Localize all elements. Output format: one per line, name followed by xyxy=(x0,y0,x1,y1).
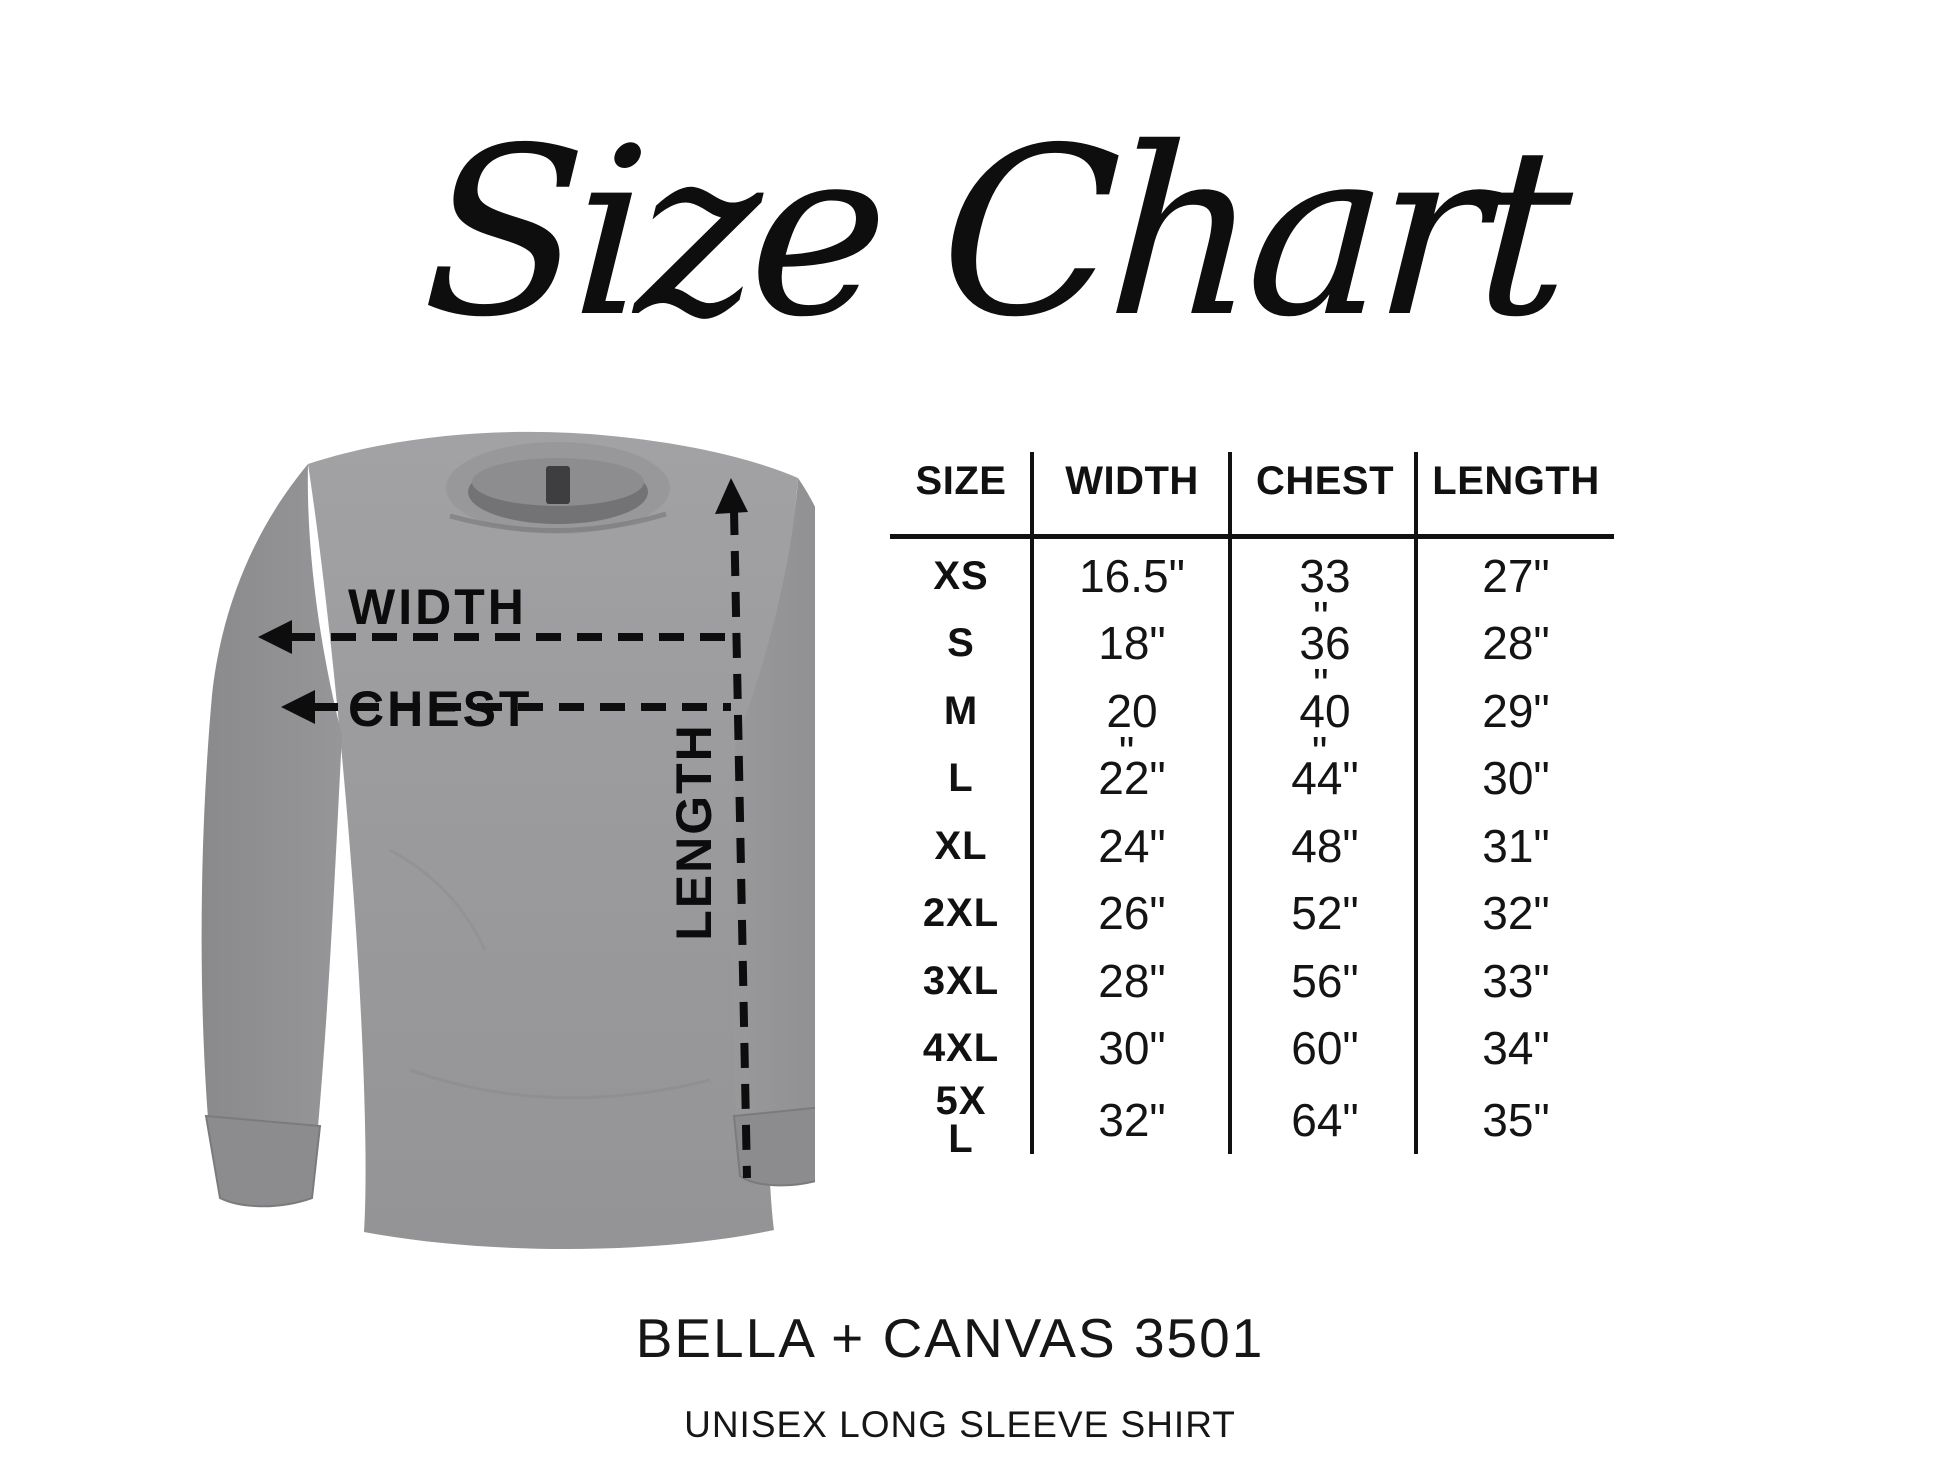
width-cell: 22" " xyxy=(1098,727,1166,805)
table-row: 4XL 30" 60" 34" xyxy=(890,1015,1614,1083)
width-cell: 16.5" xyxy=(1079,549,1185,602)
width-cell: 32" xyxy=(1098,1094,1166,1146)
length-cell: 34" xyxy=(1482,1022,1550,1075)
size-cell: 4XL xyxy=(922,1026,1000,1071)
collar-shadow xyxy=(449,511,667,533)
width-cell: 30" xyxy=(1098,1022,1166,1075)
table-row: S 18" 36 " 28" xyxy=(890,592,1614,678)
shirt-right-sleeve xyxy=(732,478,815,1118)
inch-mark-above: " xyxy=(1313,592,1329,642)
chest-cell: 48" xyxy=(1291,819,1359,872)
size-cell: XL xyxy=(934,823,988,868)
size-table: SIZE WIDTH CHEST LENGTH XS 16.5" 33 27" S 18"… xyxy=(890,450,1620,1230)
chest-cell: 64" xyxy=(1291,1094,1359,1146)
table-header-row: SIZE WIDTH CHEST LENGTH xyxy=(890,450,1614,512)
table-row: XL 24" 48" 31" xyxy=(890,812,1614,880)
table-row: XS 16.5" 33 27" xyxy=(890,542,1614,610)
size-table-rows: XS 16.5" 33 27" S 18" 36 " 28" M 20 40 " 29" L 22" " 44" "… xyxy=(890,542,1614,1159)
width-cell: 18" xyxy=(1098,617,1166,670)
chest-cell: 52" xyxy=(1291,887,1359,940)
size-cell: 2XL xyxy=(922,891,1000,936)
table-column-divider xyxy=(1030,452,1034,1154)
table-row: M 20 40 " 29" xyxy=(890,660,1614,745)
size-cell: L xyxy=(948,756,974,801)
inch-mark-above: " xyxy=(1311,727,1328,777)
wrinkle-line xyxy=(389,848,487,951)
table-row: 5X L 32" 64" 35" xyxy=(890,1081,1614,1159)
shirt-body xyxy=(308,431,798,1250)
length-cell: 28" xyxy=(1482,617,1550,670)
width-cell: 28" xyxy=(1098,954,1166,1007)
chest-cell: 44" " xyxy=(1291,727,1359,805)
chest-cell: 60" xyxy=(1291,1022,1359,1075)
header-chest: CHEST xyxy=(1255,458,1395,503)
length-cell: 31" xyxy=(1482,819,1550,872)
size-chart-title: Size Chart xyxy=(418,98,1568,368)
table-header-divider xyxy=(890,534,1614,539)
size-cell: S xyxy=(947,621,975,666)
table-row: 3XL 28" 56" 33" xyxy=(890,947,1614,1015)
length-cell: 32" xyxy=(1482,887,1550,940)
length-cell: 35" xyxy=(1482,1094,1550,1146)
length-cell: 30" xyxy=(1482,752,1550,805)
chest-cell: 56" xyxy=(1291,954,1359,1007)
chest-cell: 40 " xyxy=(1299,660,1351,737)
table-row: L 22" " 44" " 30" xyxy=(890,727,1614,813)
header-length: LENGTH xyxy=(1432,458,1600,503)
inch-mark-above: " xyxy=(1118,727,1135,777)
table-row: 2XL 26" 52" 32" xyxy=(890,880,1614,948)
size-cell: 5X L xyxy=(935,1079,987,1161)
width-cell: 24" xyxy=(1098,819,1166,872)
inch-mark-above: " xyxy=(1313,660,1329,710)
width-measurement-label: WIDTH xyxy=(348,579,527,635)
size-cell: XS xyxy=(933,553,989,598)
shirt-left-cuff xyxy=(204,1114,322,1208)
table-column-divider xyxy=(1414,452,1418,1154)
chest-arrow xyxy=(281,690,731,724)
width-cell: 20 xyxy=(1106,684,1158,737)
product-name: BELLA + CANVAS 3501 xyxy=(635,1307,1265,1369)
shirt-image xyxy=(201,431,815,1250)
size-cell: M xyxy=(943,688,979,733)
size-cell: 3XL xyxy=(922,958,1000,1003)
chest-cell: 33 xyxy=(1299,549,1351,602)
product-subtitle: UNISEX LONG SLEEVE SHIRT xyxy=(684,1404,1236,1445)
header-size: SIZE xyxy=(915,458,1007,503)
wrinkle-line xyxy=(409,1068,711,1100)
length-cell: 33" xyxy=(1482,954,1550,1007)
length-cell: 29" xyxy=(1482,684,1550,737)
shirt-right-cuff xyxy=(732,1106,815,1187)
shirt-neck-tag xyxy=(546,466,570,504)
length-cell: 27" xyxy=(1482,549,1550,602)
table-column-divider xyxy=(1228,452,1232,1154)
width-arrow xyxy=(258,620,731,654)
length-measurement-label: LENGTH xyxy=(666,723,722,941)
length-arrow xyxy=(715,478,751,1179)
shirt-left-sleeve xyxy=(201,464,342,1127)
chest-cell: 36 " xyxy=(1299,592,1351,670)
header-width: WIDTH xyxy=(1065,458,1199,503)
chest-measurement-label: CHEST xyxy=(348,681,533,737)
width-cell: 26" xyxy=(1098,887,1166,940)
